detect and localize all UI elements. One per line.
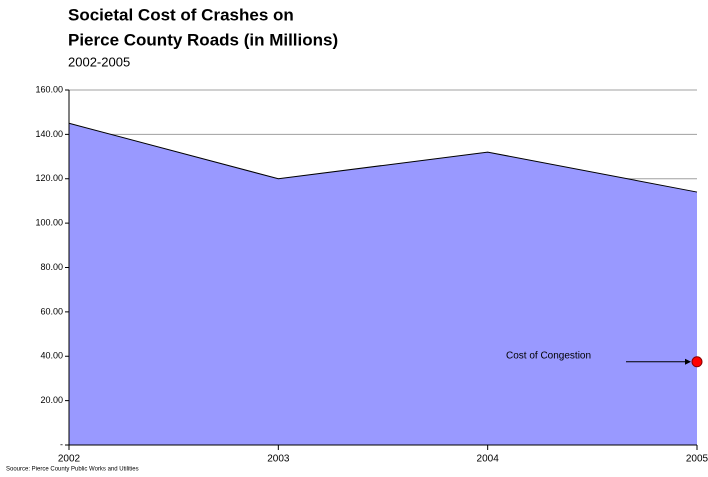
y-tick-label: - bbox=[60, 439, 63, 449]
source-note: Soource: Pierce County Public Works and … bbox=[6, 467, 139, 473]
y-tick-label: 60.00 bbox=[40, 306, 63, 316]
annotation-arrowhead bbox=[685, 358, 691, 365]
x-tick-label: 2005 bbox=[686, 454, 708, 465]
y-tick-label: 100.00 bbox=[35, 218, 63, 228]
y-tick-label: 40.00 bbox=[40, 351, 63, 361]
area-outline bbox=[68, 122, 698, 193]
chart-title: Pierce County Roads (in Millions) bbox=[68, 30, 338, 49]
y-tick-label: 140.00 bbox=[35, 129, 63, 139]
y-tick-label: 80.00 bbox=[40, 262, 63, 272]
annotation-point bbox=[691, 356, 703, 368]
chart-title: Societal Cost of Crashes on bbox=[68, 5, 294, 24]
chart-subtitle: 2002-2005 bbox=[68, 54, 130, 69]
annotation-label: Cost of Congestion bbox=[506, 350, 591, 361]
x-tick-label: 2004 bbox=[477, 454, 500, 465]
x-tick-label: 2003 bbox=[267, 454, 290, 465]
area bbox=[69, 123, 697, 445]
y-tick-label: 20.00 bbox=[40, 395, 63, 405]
y-tick-label: 120.00 bbox=[35, 173, 63, 183]
x-tick-label: 2002 bbox=[58, 454, 81, 465]
y-tick-label: 160.00 bbox=[35, 84, 63, 94]
